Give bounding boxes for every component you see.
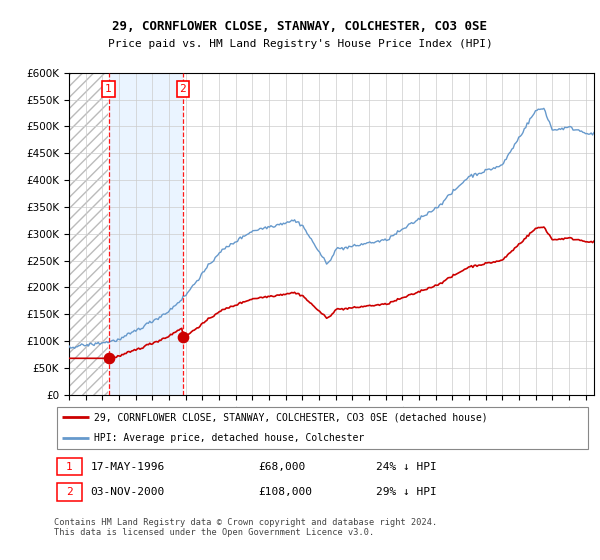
Text: HPI: Average price, detached house, Colchester: HPI: Average price, detached house, Colc… [94,433,365,444]
Text: Contains HM Land Registry data © Crown copyright and database right 2024.
This d: Contains HM Land Registry data © Crown c… [54,518,437,538]
Bar [69,46,109,395]
Text: 29, CORNFLOWER CLOSE, STANWAY, COLCHESTER, CO3 0SE (detached house): 29, CORNFLOWER CLOSE, STANWAY, COLCHESTE… [94,412,488,422]
Text: 29, CORNFLOWER CLOSE, STANWAY, COLCHESTER, CO3 0SE: 29, CORNFLOWER CLOSE, STANWAY, COLCHESTE… [113,20,487,32]
Text: 17-MAY-1996: 17-MAY-1996 [91,461,165,472]
Point [178,333,188,342]
Text: Price paid vs. HM Land Registry's House Price Index (HPI): Price paid vs. HM Land Registry's House … [107,39,493,49]
FancyBboxPatch shape [56,483,82,501]
Text: 2: 2 [66,487,73,497]
FancyBboxPatch shape [56,458,82,475]
Text: 1: 1 [105,84,112,94]
Text: 29% ↓ HPI: 29% ↓ HPI [376,487,437,497]
Point [104,354,113,363]
Text: 03-NOV-2000: 03-NOV-2000 [91,487,165,497]
FancyBboxPatch shape [56,407,589,449]
Text: 2: 2 [179,84,187,94]
Bar [109,46,183,395]
Text: 1: 1 [66,461,73,472]
Text: £68,000: £68,000 [258,461,305,472]
Text: £108,000: £108,000 [258,487,312,497]
Text: 24% ↓ HPI: 24% ↓ HPI [376,461,437,472]
